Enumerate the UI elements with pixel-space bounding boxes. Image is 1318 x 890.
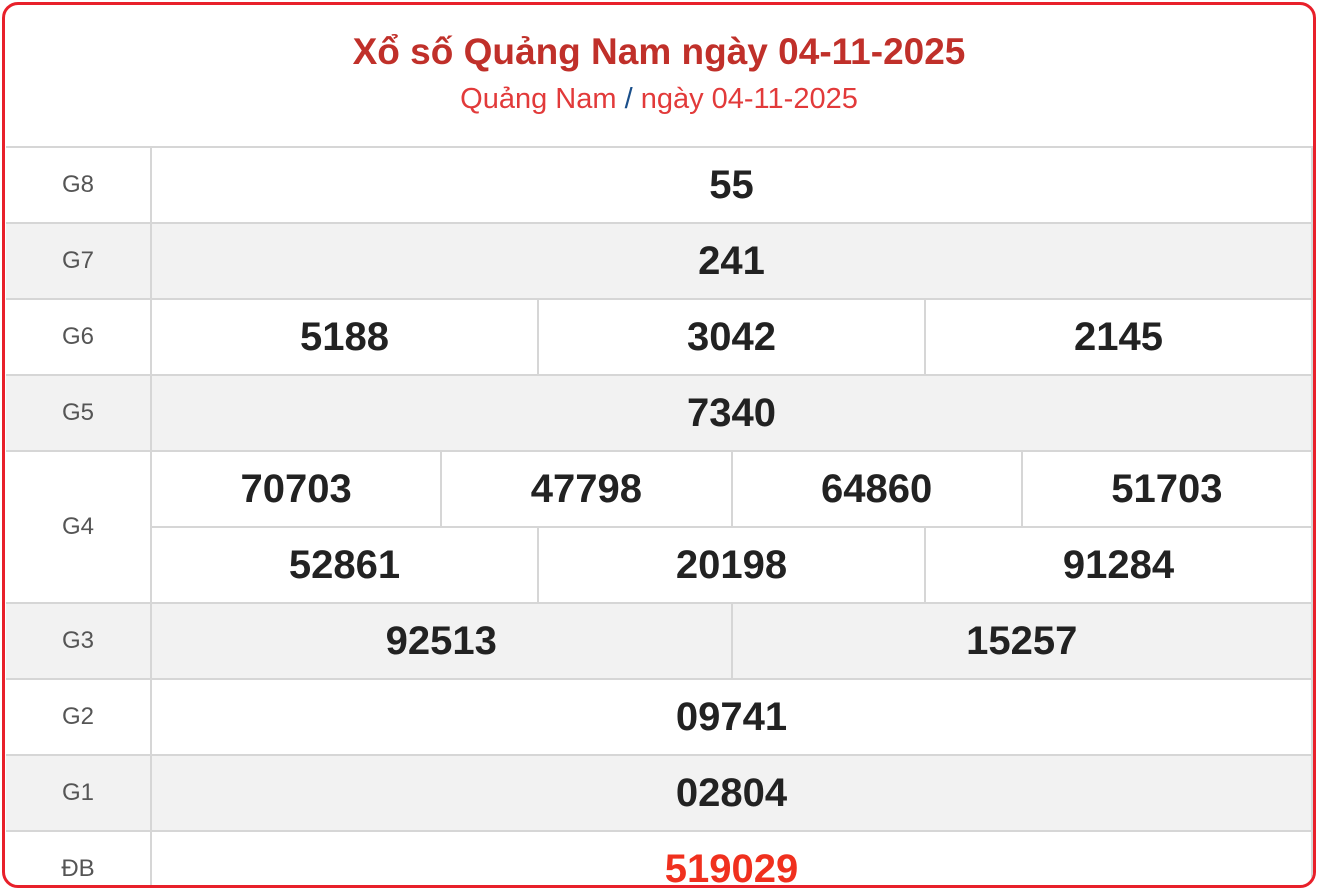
prize-row-G1: G1 02804 bbox=[6, 754, 1313, 832]
prize-values: 02804 bbox=[150, 754, 1313, 832]
prize-number: 15257 bbox=[730, 604, 1312, 678]
breadcrumb-province[interactable]: Quảng Nam bbox=[460, 83, 617, 115]
prize-label: G5 bbox=[6, 374, 152, 452]
prize-values: 55 bbox=[150, 146, 1313, 224]
prize-label: G1 bbox=[6, 754, 152, 832]
prize-row-G8: G8 55 bbox=[6, 146, 1313, 224]
prize-label: ĐB bbox=[6, 830, 152, 885]
prize-row-G5: G5 7340 bbox=[6, 374, 1313, 452]
prize-values: 52861 20198 91284 bbox=[150, 526, 1313, 604]
prize-number: 91284 bbox=[924, 528, 1311, 602]
prize-number: 2145 bbox=[924, 300, 1311, 374]
breadcrumb: Quảng Nam / ngày 04-11-2025 bbox=[5, 83, 1313, 116]
breadcrumb-date[interactable]: ngày 04-11-2025 bbox=[640, 83, 858, 115]
prize-values: 70703 47798 64860 51703 bbox=[150, 450, 1313, 528]
prize-values: 241 bbox=[150, 222, 1313, 300]
prize-values: 09741 bbox=[150, 678, 1313, 756]
prize-row-G4: G4 70703 47798 64860 51703 bbox=[6, 450, 1313, 604]
prize-row-G3: G3 92513 15257 bbox=[6, 602, 1313, 680]
prize-row-ĐB: ĐB 519029 bbox=[6, 830, 1313, 888]
prize-number: 02804 bbox=[675, 770, 788, 815]
prize-number: 5188 bbox=[300, 314, 389, 359]
prize-values: 5188 3042 2145 bbox=[150, 298, 1313, 376]
prize-number: 70703 bbox=[240, 466, 352, 511]
header: Xổ số Quảng Nam ngày 04-11-2025 Quảng Na… bbox=[5, 5, 1313, 146]
prize-number: 09741 bbox=[675, 694, 788, 739]
prize-values: 519029 bbox=[150, 830, 1313, 888]
prize-number: 47798 bbox=[440, 452, 730, 526]
prize-label: G3 bbox=[6, 602, 152, 680]
prize-row-G6: G6 5188 3042 2145 bbox=[6, 298, 1313, 376]
prize-label: G7 bbox=[6, 222, 152, 300]
prize-values: 92513 15257 bbox=[150, 602, 1313, 680]
page-title: Xổ số Quảng Nam ngày 04-11-2025 bbox=[352, 31, 966, 72]
prize-number: 64860 bbox=[730, 452, 1021, 526]
prize-number: 55 bbox=[709, 162, 754, 207]
prize-number: 7340 bbox=[687, 390, 776, 435]
prize-label: G2 bbox=[6, 678, 152, 756]
prize-number: 241 bbox=[698, 238, 765, 283]
prize-row-G7: G7 241 bbox=[6, 222, 1313, 300]
prize-number: 3042 bbox=[537, 300, 924, 374]
prize-number: 92513 bbox=[385, 618, 497, 663]
prize-row-G4: 52861 20198 91284 bbox=[6, 526, 1313, 604]
prize-values: 7340 bbox=[150, 374, 1313, 452]
breadcrumb-separator: / bbox=[624, 83, 633, 115]
prize-label: G4 bbox=[6, 450, 152, 604]
prize-label: G8 bbox=[6, 146, 152, 224]
prize-number: 52861 bbox=[288, 542, 401, 587]
prize-row-G2: G2 09741 bbox=[6, 678, 1313, 756]
prize-label: G6 bbox=[6, 298, 152, 376]
results-table: G8 55 G7 241 G6 5188 3042 2145 G5 7340 G4 70703 4779… bbox=[6, 146, 1313, 888]
prize-number: 51703 bbox=[1020, 452, 1311, 526]
special-prize-number: 519029 bbox=[664, 846, 799, 888]
prize-number: 20198 bbox=[537, 528, 924, 602]
